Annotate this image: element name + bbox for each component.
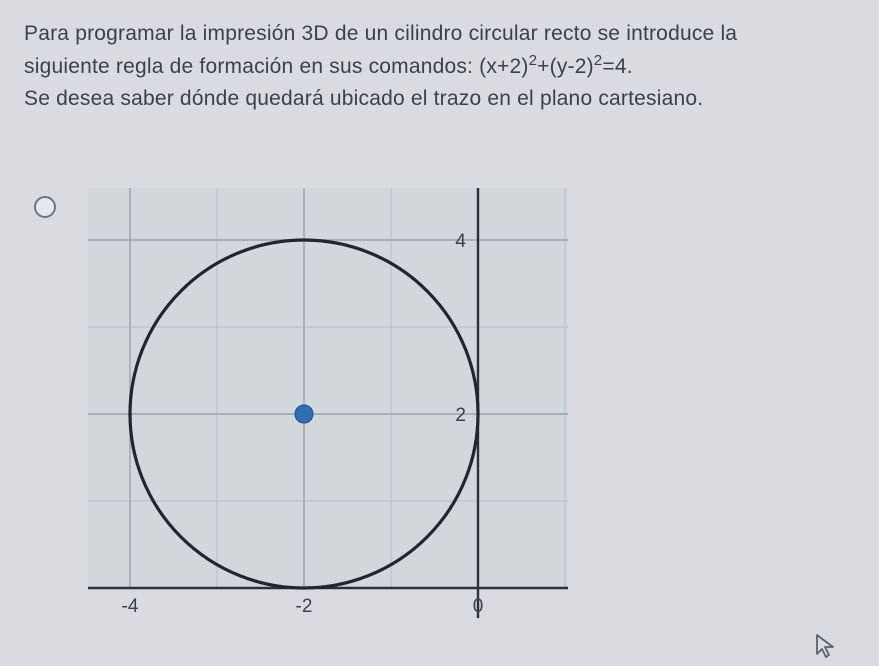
cursor-icon: [813, 632, 841, 660]
svg-text:-4: -4: [122, 596, 139, 617]
svg-text:0: 0: [473, 596, 484, 617]
problem-line-2-prefix: siguiente regla de formación en sus coma…: [24, 55, 479, 78]
svg-text:2: 2: [455, 405, 466, 426]
problem-line-3: Se desea saber dónde quedará ubicado el …: [24, 87, 703, 110]
problem-equation: (x+2)2+(y-2)2=4.: [479, 55, 633, 78]
option-radio[interactable]: [34, 196, 56, 218]
problem-line-1: Para programar la impresión 3D de un cil…: [24, 22, 737, 45]
problem-text: Para programar la impresión 3D de un cil…: [24, 18, 855, 116]
svg-text:-2: -2: [296, 596, 313, 617]
circle-chart: -4 -2 0 2 4: [88, 188, 568, 618]
svg-text:4: 4: [455, 231, 466, 252]
